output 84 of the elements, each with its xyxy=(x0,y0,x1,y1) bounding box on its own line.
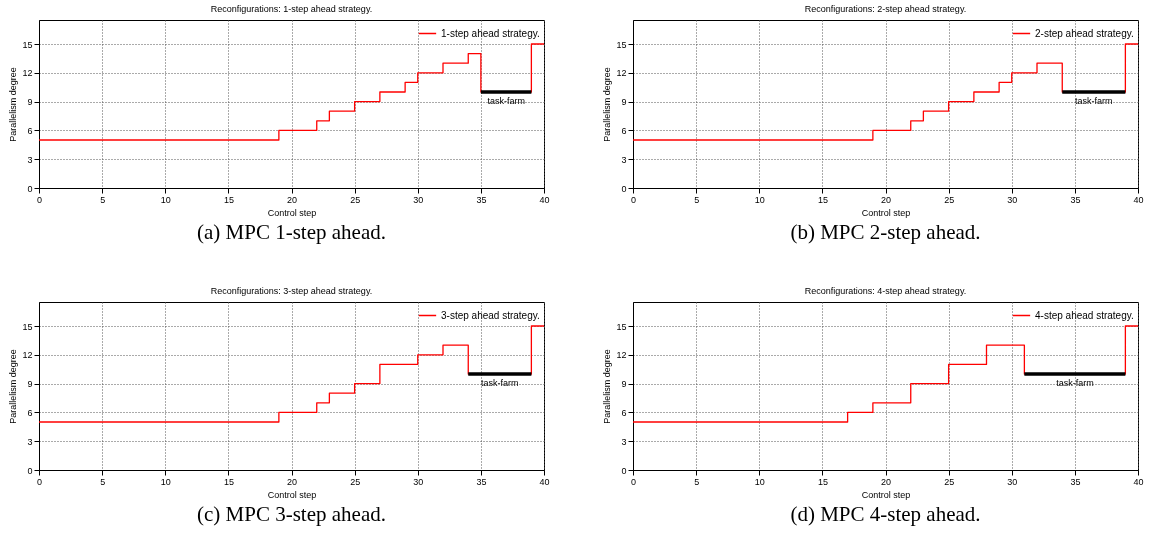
y-axis-title: Parallelism degree xyxy=(8,67,19,142)
y-tick-label: 3 xyxy=(621,436,627,447)
series-label: task-farm xyxy=(487,96,525,106)
x-axis-title: Control step xyxy=(861,207,911,218)
x-tick-label: 0 xyxy=(36,476,43,487)
x-tick-label: 15 xyxy=(817,194,828,205)
text: (a) MPC 1-step ahead. xyxy=(197,220,386,244)
y-tick-label: 3 xyxy=(27,154,33,165)
y-tick-label: 9 xyxy=(27,97,33,108)
chart-title: Reconfigurations: 3-step ahead strategy. xyxy=(210,286,373,296)
y-tick-label: 0 xyxy=(621,183,627,194)
series-label: task-farm xyxy=(1075,96,1113,106)
y-tick-label: 0 xyxy=(27,183,33,194)
x-tick-label: 35 xyxy=(1070,476,1081,487)
y-tick-label: 0 xyxy=(27,465,33,476)
y-tick-label: 15 xyxy=(22,321,33,332)
x-axis-title: Control step xyxy=(267,489,317,500)
x-tick-label: 40 xyxy=(1133,194,1144,205)
x-tick-label: 20 xyxy=(286,194,298,205)
text: (b) MPC 2-step ahead. xyxy=(790,220,981,244)
x-tick-label: 5 xyxy=(100,476,106,487)
x-tick-label: 40 xyxy=(539,476,550,487)
x-tick-label: 5 xyxy=(694,476,700,487)
legend-label: 2-step ahead strategy. xyxy=(1035,27,1134,39)
x-axis-title: Control step xyxy=(267,207,317,218)
legend-label: 3-step ahead strategy. xyxy=(441,309,540,321)
text: (c) MPC 3-step ahead. xyxy=(197,502,386,526)
x-tick-label: 0 xyxy=(36,194,43,205)
x-tick-label: 15 xyxy=(223,194,234,205)
x-tick-label: 40 xyxy=(1133,476,1144,487)
legend-label: 4-step ahead strategy. xyxy=(1035,309,1134,321)
x-tick-label: 10 xyxy=(754,194,765,205)
x-tick-label: 15 xyxy=(817,476,828,487)
x-tick-label: 25 xyxy=(944,194,955,205)
x-tick-label: 30 xyxy=(1007,476,1018,487)
x-tick-label: 20 xyxy=(880,194,892,205)
y-tick-label: 0 xyxy=(621,465,627,476)
x-tick-label: 35 xyxy=(1070,194,1081,205)
series-label: task-farm xyxy=(481,378,519,388)
x-tick-label: 30 xyxy=(413,194,424,205)
x-tick-label: 25 xyxy=(350,476,361,487)
y-tick-label: 9 xyxy=(621,97,627,108)
x-tick-label: 35 xyxy=(476,194,487,205)
y-tick-label: 15 xyxy=(616,39,627,50)
legend-label: 1-step ahead strategy. xyxy=(441,27,540,39)
x-tick-label: 0 xyxy=(630,476,637,487)
x-tick-label: 20 xyxy=(286,476,298,487)
x-axis-title: Control step xyxy=(861,489,911,500)
y-tick-label: 6 xyxy=(27,407,33,418)
x-tick-label: 25 xyxy=(350,194,361,205)
x-tick-label: 40 xyxy=(539,194,550,205)
x-tick-label: 35 xyxy=(476,476,487,487)
x-tick-label: 30 xyxy=(413,476,424,487)
x-tick-label: 5 xyxy=(100,194,106,205)
x-tick-label: 30 xyxy=(1007,194,1018,205)
text: (d) MPC 4-step ahead. xyxy=(790,502,981,526)
y-tick-label: 12 xyxy=(616,68,627,79)
y-tick-label: 15 xyxy=(22,39,33,50)
x-tick-label: 25 xyxy=(944,476,955,487)
series-label: task-farm xyxy=(1056,378,1094,388)
x-tick-label: 0 xyxy=(630,194,637,205)
y-axis-title: Parallelism degree xyxy=(8,349,19,424)
chart-title: Reconfigurations: 2-step ahead strategy. xyxy=(804,4,967,14)
y-tick-label: 9 xyxy=(621,379,627,390)
x-tick-label: 20 xyxy=(880,476,892,487)
y-tick-label: 12 xyxy=(616,350,627,361)
x-tick-label: 10 xyxy=(160,194,171,205)
chart-title: Reconfigurations: 4-step ahead strategy. xyxy=(804,286,967,296)
x-tick-label: 10 xyxy=(160,476,171,487)
y-axis-title: Parallelism degree xyxy=(602,349,613,424)
x-tick-label: 10 xyxy=(754,476,765,487)
y-tick-label: 12 xyxy=(22,68,33,79)
y-tick-label: 9 xyxy=(27,379,33,390)
chart-title: Reconfigurations: 1-step ahead strategy. xyxy=(210,4,373,14)
x-tick-label: 15 xyxy=(223,476,234,487)
y-axis-title: Parallelism degree xyxy=(602,67,613,142)
y-tick-label: 3 xyxy=(27,436,33,447)
y-tick-label: 15 xyxy=(616,321,627,332)
y-tick-label: 6 xyxy=(621,407,627,418)
y-tick-label: 12 xyxy=(22,350,33,361)
y-tick-label: 6 xyxy=(621,125,627,136)
y-tick-label: 3 xyxy=(621,154,627,165)
y-tick-label: 6 xyxy=(27,125,33,136)
x-tick-label: 5 xyxy=(694,194,700,205)
